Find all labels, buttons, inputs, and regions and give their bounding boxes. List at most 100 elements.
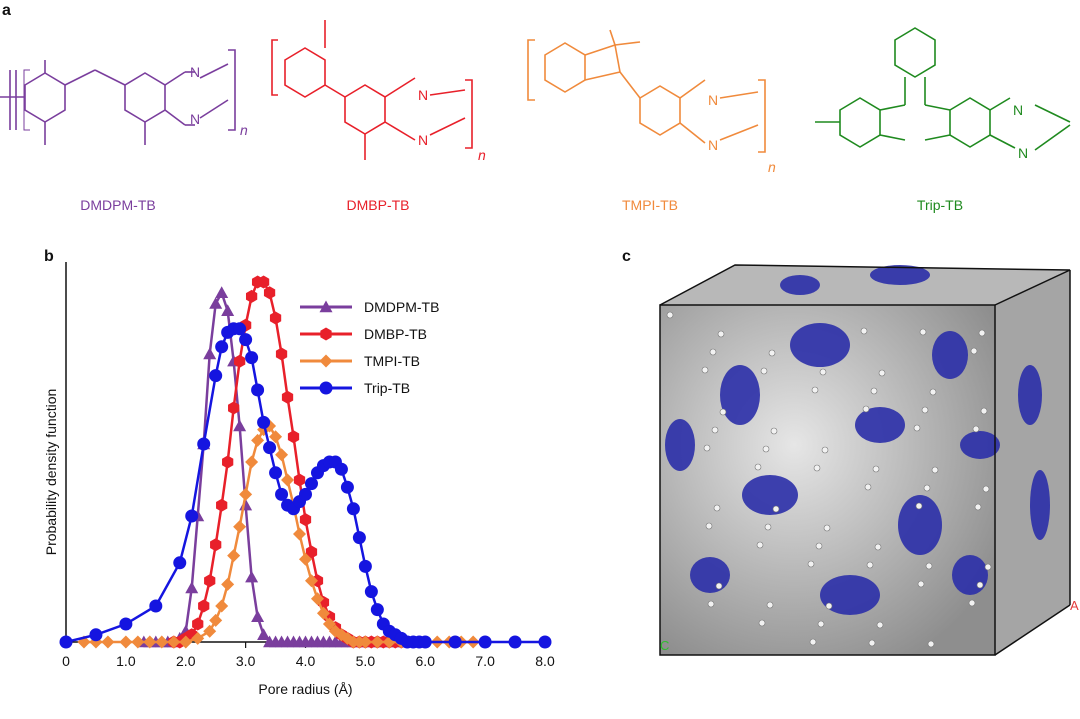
simulation-box-image: A C (659, 264, 1079, 656)
x-axis-title: Pore radius (Å) (258, 681, 352, 697)
atom-sphere (760, 367, 768, 375)
atom-sphere (809, 638, 817, 646)
atom-sphere (772, 505, 780, 513)
data-point (245, 455, 259, 469)
atom-sphere (919, 328, 927, 336)
data-point (304, 574, 318, 588)
chemical-structures-panel: N N n N N n N N n (0, 20, 1071, 175)
atom-sphere (713, 504, 721, 512)
data-point (203, 624, 217, 638)
data-point (215, 340, 229, 354)
atom-sphere (915, 502, 923, 510)
structure-name-trip-tb: Trip-TB (916, 197, 964, 213)
data-point (167, 635, 181, 649)
data-point (215, 599, 229, 613)
atom-sphere (756, 541, 764, 549)
legend-item: Trip-TB (300, 380, 410, 396)
data-point (59, 635, 73, 649)
data-point (352, 531, 366, 545)
pore-size-distribution-chart: 0 1.0 2.0 3.0 4.0 5.0 6.0 7.0 8.0 Pore radius (Å)… (43, 262, 555, 697)
series-trip-tb (59, 322, 552, 649)
atom-sphere (813, 464, 821, 472)
data-point (227, 549, 241, 563)
x-tick-label: 2.0 (176, 653, 196, 669)
data-point (119, 635, 133, 649)
data-point (251, 433, 265, 447)
legend-item: TMPI-TB (300, 353, 420, 369)
data-point (185, 581, 199, 594)
structure-name-dmdpm-tb: DMDPM-TB (80, 197, 156, 213)
legend-label: DMBP-TB (364, 326, 427, 342)
data-point (233, 419, 247, 432)
data-point (358, 635, 372, 649)
structure-trip-tb (815, 27, 1071, 151)
atom-sphere (872, 465, 880, 473)
atom-sphere (754, 463, 762, 471)
data-point (322, 617, 336, 631)
atom-sphere (968, 599, 976, 607)
repeat-unit-label: n (240, 122, 248, 138)
data-point (281, 390, 294, 404)
data-point (209, 297, 223, 309)
data-point (299, 513, 312, 527)
data-point (275, 347, 288, 361)
pore-blob (870, 265, 930, 285)
data-point (299, 552, 312, 566)
data-point (263, 286, 276, 300)
data-point (340, 631, 354, 645)
x-tick-label: 4.0 (296, 653, 316, 669)
atom-n-label: N (190, 64, 200, 80)
box-side-face (995, 270, 1070, 655)
data-point (293, 473, 306, 487)
legend-label: Trip-TB (364, 380, 410, 396)
structure-tmpi-tb (527, 29, 766, 153)
data-point (508, 635, 522, 649)
data-point (204, 574, 216, 588)
data-point (346, 502, 360, 516)
atom-sphere (913, 424, 921, 432)
data-point (197, 437, 211, 451)
atom-sphere (864, 483, 872, 491)
pore-blob (1030, 470, 1050, 540)
data-point (269, 311, 282, 325)
repeat-unit-label: n (478, 147, 486, 163)
data-point (334, 462, 348, 476)
data-point (340, 480, 354, 494)
atom-sphere (819, 368, 827, 376)
atom-sphere (929, 388, 937, 396)
atom-sphere (931, 466, 939, 474)
pore-blob (960, 431, 1000, 459)
data-point (310, 592, 324, 606)
data-point (538, 635, 552, 649)
data-point (216, 498, 228, 512)
pore-blob (898, 495, 942, 555)
data-point (319, 354, 333, 368)
pore-blob (790, 323, 850, 367)
data-point (228, 401, 240, 415)
data-point (287, 430, 300, 444)
data-point (101, 635, 115, 649)
data-point (275, 448, 289, 462)
data-point (221, 304, 235, 316)
x-tick-label: 7.0 (475, 653, 495, 669)
pore-blob (720, 365, 760, 425)
atom-n-label: N (708, 137, 718, 153)
atom-n-label: N (190, 111, 200, 127)
chart-series (59, 275, 552, 649)
atom-sphere (770, 427, 778, 435)
atom-sphere (762, 445, 770, 453)
x-tick-label: 5.0 (356, 653, 376, 669)
data-point (239, 333, 253, 347)
data-point (89, 628, 103, 642)
data-point (251, 610, 265, 622)
pore-blobs (665, 265, 1050, 648)
chart-legend: DMDPM-TB DMBP-TB TMPI-TB Trip-TB (300, 299, 439, 396)
atom-sphere (868, 639, 876, 647)
axis-label-c: C (660, 638, 669, 653)
data-point (305, 545, 318, 559)
x-tick-label: 3.0 (236, 653, 256, 669)
legend-item: DMDPM-TB (300, 299, 439, 315)
atom-sphere (823, 524, 831, 532)
data-point (320, 327, 332, 341)
y-axis-title: Probability density function (43, 389, 59, 556)
